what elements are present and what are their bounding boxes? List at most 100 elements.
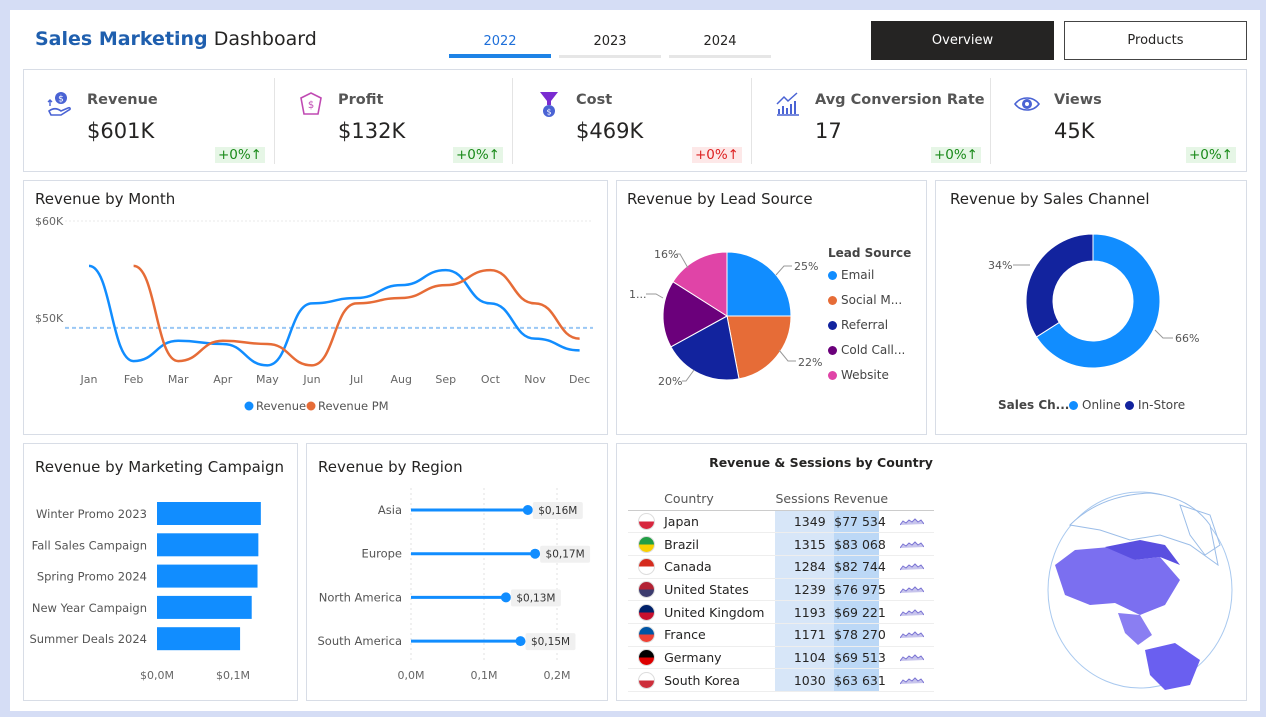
profit-icon: $ — [300, 92, 322, 115]
legend-label: Website — [841, 368, 889, 382]
revenue-by-region-title: Revenue by Region — [318, 458, 463, 476]
header-sessions[interactable]: Sessions — [775, 487, 834, 511]
campaign-bar-chart[interactable]: Winter Promo 2023 Fall Sales Campaign Spri… — [23, 443, 298, 701]
table-row[interactable]: United Kingdom 1193 $69 221 — [628, 600, 934, 624]
revenue-by-month-chart[interactable]: $60K $50K Jan Feb Mar Apr May Jun Jul Aug Sep Oct… — [23, 180, 608, 435]
kpi-value: 17 — [815, 119, 842, 143]
legend-cold-call[interactable]: Cold Call... — [828, 343, 905, 357]
kpi-delta: +0%↑ — [1185, 147, 1236, 163]
country-name: United States — [664, 578, 776, 602]
slice-4 — [672, 251, 728, 317]
region-lollipop-chart[interactable]: Asia $0,16M Europe $0,17M North America $0,13… — [306, 443, 608, 701]
table-row[interactable]: Canada 1284 $82 744 — [628, 555, 934, 579]
region-label: North America — [319, 590, 402, 604]
legend-online[interactable]: Online — [1069, 398, 1121, 412]
sessions-value: 1239 — [775, 578, 834, 602]
revenue-value: $76 975 — [833, 578, 890, 602]
x-tick: Jan — [80, 373, 98, 386]
flag-icon — [637, 512, 655, 530]
sparkline-cell — [889, 623, 934, 647]
revenue-value: $77 534 — [833, 510, 890, 534]
series-line-1 — [133, 264, 580, 367]
revenue-icon: $ — [47, 92, 71, 116]
table-row[interactable]: France 1171 $78 270 — [628, 623, 934, 647]
revenue-value: $63 631 — [833, 668, 890, 692]
sparkline-cell — [889, 668, 934, 692]
year-tab-2024[interactable]: 2024 — [669, 34, 771, 58]
legend-social[interactable]: Social M... — [828, 293, 902, 307]
table-row[interactable]: Japan 1349 $77 534 — [628, 510, 934, 534]
sparkline-icon — [899, 586, 925, 594]
sessions-value: 1284 — [775, 555, 834, 579]
slice-0 — [726, 251, 792, 317]
leader-line — [778, 349, 796, 362]
sparkline-icon — [899, 608, 925, 616]
table-row[interactable]: Germany 1104 $69 513 — [628, 646, 934, 670]
lead-legend-title: Lead Source — [828, 246, 912, 260]
x-tick: 0,2M — [544, 669, 571, 682]
lead-source-pie[interactable]: 25% 22% 20% 1... 16% — [616, 180, 927, 435]
sparkline-icon — [899, 631, 925, 639]
leader-line — [1154, 329, 1173, 339]
year-tab-2022[interactable]: 2022 — [449, 34, 551, 58]
year-tab-2023[interactable]: 2023 — [559, 34, 661, 58]
sessions-value: 1315 — [775, 532, 834, 556]
legend-label: Cold Call... — [841, 343, 906, 357]
legend-dot-revenue — [244, 401, 254, 411]
country-name: France — [664, 623, 776, 647]
legend-dot — [828, 271, 837, 280]
flag-icon — [637, 671, 655, 689]
region-label: South America — [317, 634, 402, 648]
eye-icon — [1013, 97, 1041, 111]
flag-icon — [637, 648, 655, 666]
country-name: Brazil — [664, 532, 776, 556]
legend-email[interactable]: Email — [828, 268, 874, 282]
products-button[interactable]: Products — [1064, 21, 1247, 60]
region-value-label: $0,15M — [531, 636, 570, 648]
revenue-by-sales-channel-title: Revenue by Sales Channel — [950, 190, 1150, 208]
table-row[interactable]: Brazil 1315 $83 068 — [628, 532, 934, 556]
revenue-by-month-card — [23, 180, 608, 435]
kpi-delta: +0%↑ — [930, 147, 981, 163]
legend-website[interactable]: Website — [828, 368, 889, 382]
sessions-value: 1030 — [775, 668, 834, 692]
legend-dot-revenue-pm — [306, 401, 316, 411]
legend-label: In-Store — [1138, 398, 1186, 412]
x-tick: $0,1M — [216, 669, 250, 682]
table-row[interactable]: United States 1239 $76 975 — [628, 578, 934, 602]
slice-label: 16% — [654, 248, 678, 261]
sparkline-cell — [889, 600, 934, 624]
flag-icon — [637, 580, 655, 598]
slice-label: 66% — [1175, 332, 1199, 345]
legend-label: Email — [841, 268, 875, 282]
conversion-icon — [776, 92, 799, 116]
world-globe-map[interactable] — [1040, 485, 1240, 695]
x-tick: Sep — [435, 373, 456, 386]
legend-dot — [828, 346, 837, 355]
x-tick: 0,0M — [398, 669, 425, 682]
region-dot — [515, 636, 526, 647]
country-table[interactable]: Country Sessions Revenue Japan 1349 $77 … — [628, 487, 934, 692]
legend-in-store[interactable]: In-Store — [1125, 398, 1185, 412]
kpi-label: Avg Conversion Rate — [815, 92, 985, 108]
kpi-card-conversion: Avg Conversion Rate 17 +0%↑ — [752, 70, 991, 171]
country-name: Japan — [664, 510, 776, 534]
flag-cell — [628, 510, 665, 534]
x-tick: Jun — [302, 373, 320, 386]
revenue-value: $83 068 — [833, 532, 890, 556]
sparkline-cell — [889, 578, 934, 602]
revenue-by-sales-channel-card — [935, 180, 1247, 435]
legend-referral[interactable]: Referral — [828, 318, 888, 332]
x-tick: Jul — [349, 373, 363, 386]
table-row[interactable]: South Korea 1030 $63 631 — [628, 668, 934, 692]
overview-button[interactable]: Overview — [871, 21, 1054, 60]
sparkline-cell — [889, 646, 934, 670]
flag-cell — [628, 646, 665, 670]
sales-channel-donut[interactable]: 66% 34% — [935, 180, 1247, 435]
slice-0 — [1035, 233, 1161, 369]
flag-icon — [637, 558, 655, 576]
flag-cell — [628, 600, 665, 624]
header-revenue[interactable]: Revenue — [833, 487, 890, 511]
x-tick: Nov — [524, 373, 546, 386]
header-country[interactable]: Country — [664, 487, 776, 511]
